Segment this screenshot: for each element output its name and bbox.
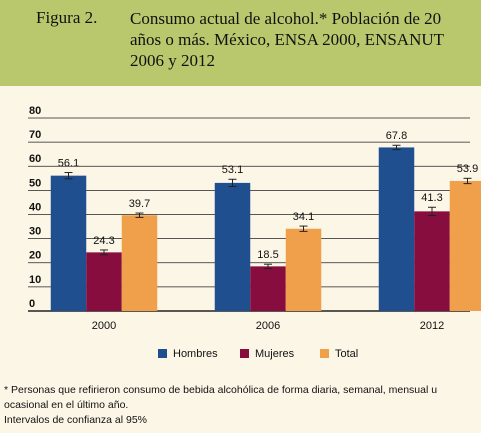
bar	[121, 215, 158, 311]
value-label: 56.1	[58, 157, 79, 169]
value-label: 39.7	[129, 198, 150, 210]
legend-label: Hombres	[173, 348, 218, 360]
error-bar	[100, 249, 108, 256]
y-tick-label: 20	[29, 250, 41, 262]
bar	[250, 266, 286, 311]
error-bar	[392, 144, 401, 151]
error-bar	[228, 178, 237, 188]
notes: * Personas que refirieron consumo de beb…	[4, 383, 479, 428]
legend-swatch	[240, 349, 249, 358]
bar	[214, 182, 251, 311]
error-bar	[135, 212, 144, 218]
error-bar	[64, 172, 73, 180]
x-tick-label: 2000	[92, 320, 116, 332]
y-tick-label: 0	[29, 298, 35, 310]
error-bar	[463, 177, 472, 185]
legend-label: Total	[335, 348, 358, 360]
x-tick-label: 2012	[420, 320, 444, 332]
y-tick-label: 30	[29, 226, 41, 238]
note: * Personas que refirieron consumo de beb…	[4, 384, 438, 411]
legend-swatch	[158, 349, 167, 358]
bar	[86, 252, 122, 311]
legend-label: Mujeres	[255, 348, 295, 360]
value-label: 18.5	[257, 249, 278, 261]
value-label: 24.3	[93, 235, 114, 247]
chart-title: Consumo actual de alcohol.* Población de…	[130, 9, 444, 70]
value-label: 53.9	[457, 163, 478, 175]
y-tick-label: 50	[29, 177, 41, 189]
y-tick-label: 40	[29, 201, 41, 213]
x-tick-label: 2006	[256, 320, 280, 332]
y-tick-label: 80	[29, 105, 41, 117]
error-bar	[428, 206, 436, 216]
bar	[378, 147, 415, 311]
bar	[285, 228, 322, 311]
y-tick-label: 70	[29, 129, 41, 141]
legend-swatch	[320, 349, 329, 358]
header: Figura 2. Consumo actual de alcohol.* Po…	[0, 0, 481, 86]
bar	[449, 180, 481, 311]
error-bar	[264, 263, 272, 270]
value-label: 41.3	[421, 192, 442, 204]
bar	[50, 175, 87, 311]
y-tick-label: 10	[29, 274, 41, 286]
bar	[414, 211, 450, 311]
error-bar	[299, 225, 308, 232]
y-tick-label: 60	[29, 153, 41, 165]
value-label: 53.1	[222, 164, 243, 176]
figure-label: Figura 2.	[36, 8, 98, 27]
value-label: 67.8	[386, 130, 407, 142]
value-label: 34.1	[293, 211, 314, 223]
note: Intervalos de confianza al 95%	[4, 414, 148, 426]
